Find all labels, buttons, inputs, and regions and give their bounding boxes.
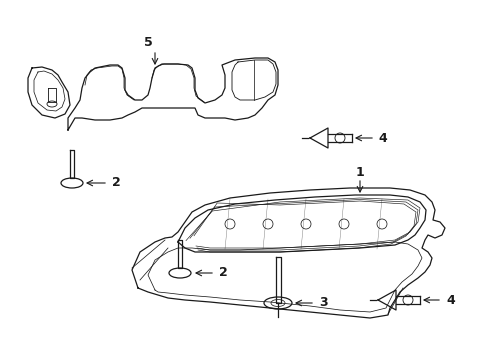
Text: 4: 4 [445,293,454,306]
Text: 5: 5 [143,36,152,49]
Text: 1: 1 [355,166,364,179]
Text: 4: 4 [377,131,386,144]
Text: 2: 2 [112,176,121,189]
Text: 2: 2 [219,266,227,279]
Text: 3: 3 [318,297,327,310]
